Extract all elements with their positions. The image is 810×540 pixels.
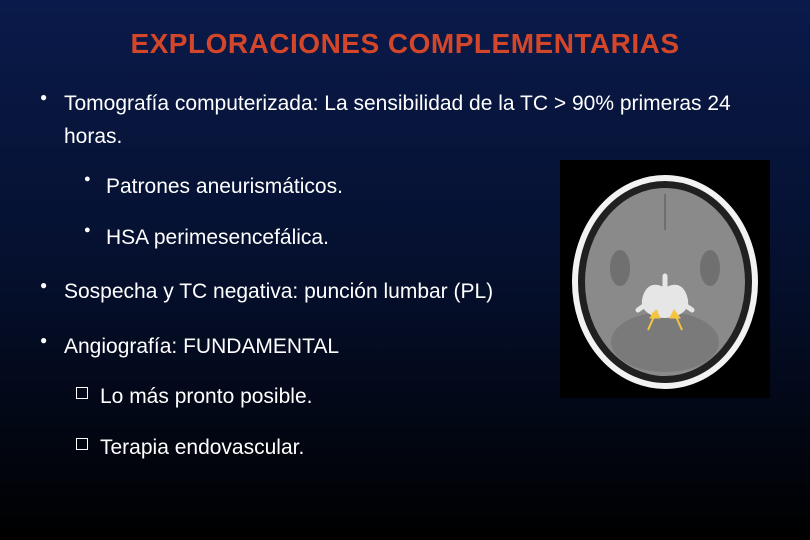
ct-scan-image bbox=[560, 160, 770, 398]
bullet-text: Tomografía computerizada: La sensibilida… bbox=[64, 92, 731, 148]
bullet-text: Lo más pronto posible. bbox=[100, 385, 312, 408]
ct-scan-svg bbox=[560, 160, 770, 398]
bullet-text: Terapia endovascular. bbox=[100, 436, 304, 459]
slide-title: EXPLORACIONES COMPLEMENTARIAS bbox=[0, 0, 810, 60]
bullet-text: Angiografía: FUNDAMENTAL bbox=[64, 335, 339, 358]
bullet-text: Sospecha y TC negativa: punción lumbar (… bbox=[64, 280, 493, 303]
list-item: Terapia endovascular. bbox=[64, 432, 774, 465]
bullet-text: HSA perimesencefálica. bbox=[106, 226, 329, 249]
bullet-text: Patrones aneurismáticos. bbox=[106, 175, 343, 198]
